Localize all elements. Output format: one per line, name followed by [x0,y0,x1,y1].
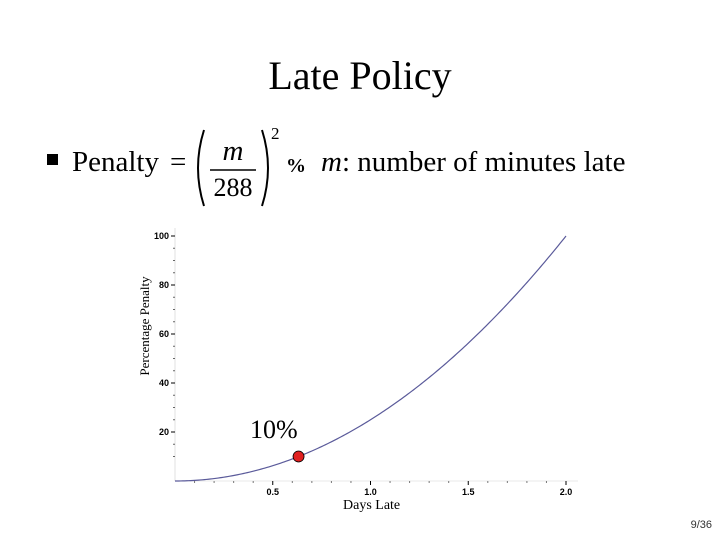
ten-percent-annotation: 10% [250,415,298,444]
fraction-denominator: 288 [213,173,253,202]
fraction-numerator: m [222,135,244,167]
x-tick-label: 1.0 [364,487,377,497]
x-axis-label: Days Late [343,498,401,513]
y-axis-label: Percentage Penalty [137,276,152,376]
definition-text: : number of minutes late [341,146,626,178]
equals-sign: = [170,146,187,178]
y-tick-label: 80 [159,280,169,290]
page-number: 9/36 [690,519,712,531]
penalty-fraction: m 288 [194,128,272,208]
variable-definition: m: number of minutes late [321,140,625,184]
fraction-exponent: 2 [271,124,280,143]
y-tick-label: 40 [159,378,169,388]
x-tick-label: 0.5 [266,487,279,497]
x-tick-label: 1.5 [462,487,475,497]
y-tick-label: 20 [159,427,169,437]
slide-title: Late Policy [268,53,452,98]
penalty-label: Penalty [72,146,159,178]
definition-variable: m [321,146,342,178]
parentheses-icon [197,129,269,207]
highlight-point [292,450,305,463]
x-tick-label: 2.0 [560,487,573,497]
y-tick-label: 100 [154,231,169,241]
percent-unit: % [286,155,306,177]
y-tick-label: 60 [159,329,169,339]
penalty-curve [174,235,567,482]
square-bullet-icon [47,154,58,165]
